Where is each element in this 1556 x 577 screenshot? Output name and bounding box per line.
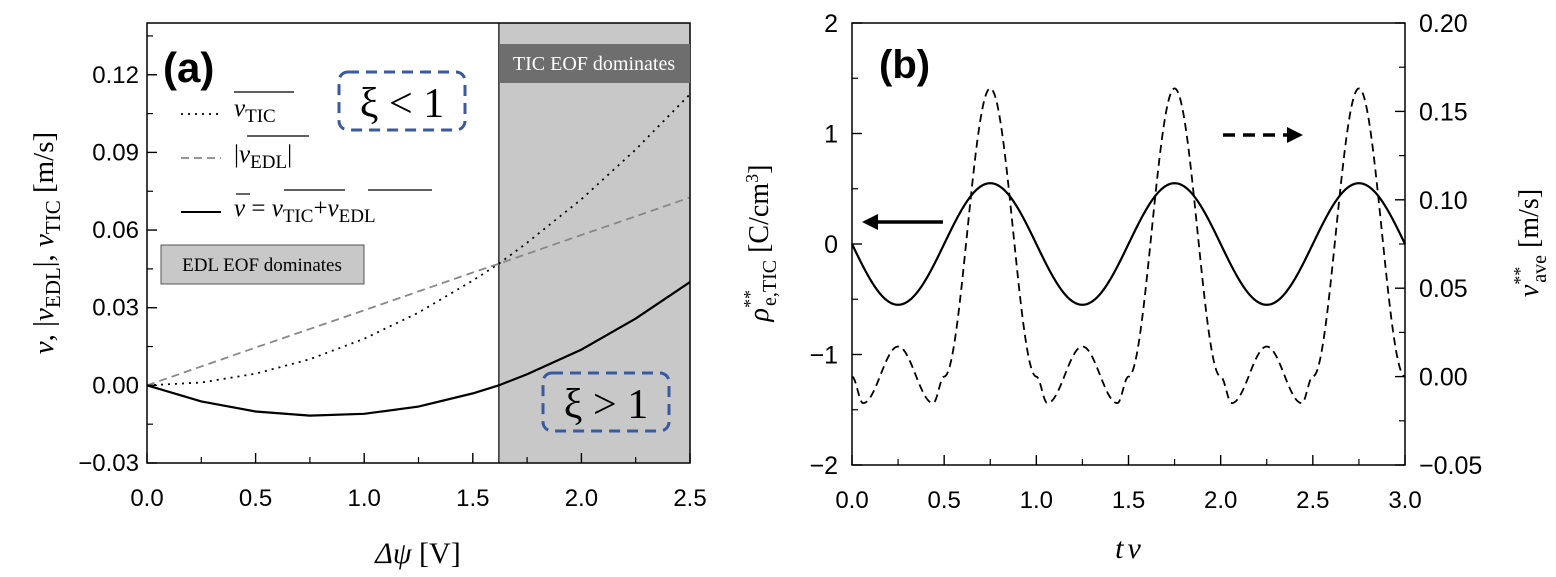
legend-label-vtotal: v = vTIC+vEDL xyxy=(234,195,376,227)
x-tick-label: 0.5 xyxy=(239,485,272,512)
x-tick-label: 2.5 xyxy=(673,485,706,512)
x-tick-label: 0.0 xyxy=(130,485,163,512)
right-tick-label: 0.10 xyxy=(1419,187,1468,215)
arrow-left-head xyxy=(862,214,878,230)
arrow-right-head xyxy=(1287,127,1303,143)
x-tick-label: 1.5 xyxy=(456,485,489,512)
y-tick-label: 0.09 xyxy=(92,139,139,166)
right-tick-label: 0.00 xyxy=(1419,364,1468,392)
panel-a-x-label: Δψ [V] xyxy=(374,537,460,570)
y-tick-label: 0.06 xyxy=(92,217,139,244)
y-tick-label: 0.03 xyxy=(92,295,139,322)
left-tick-label: −2 xyxy=(809,452,838,480)
y-tick-label: 0.00 xyxy=(92,372,139,399)
panel-a-y-label: v, |vEDL|, vTIC [m/s] xyxy=(28,132,65,354)
tic-label-box xyxy=(499,44,690,83)
left-tick-label: −1 xyxy=(809,342,838,370)
xi-greater-text: ξ > 1 xyxy=(564,382,648,428)
legend-label-vtic: vTIC xyxy=(234,95,276,127)
tic-label-text: TIC EOF dominates xyxy=(513,53,675,75)
x-tick-label: 2.0 xyxy=(565,485,598,512)
svg-text:v, |vEDL|, vTIC [m/s]: v, |vEDL|, vTIC [m/s] xyxy=(28,132,65,354)
svg-text:ρ**e,TIC [C/cm3]: ρ**e,TIC [C/cm3] xyxy=(740,165,781,323)
panel-a-curves xyxy=(146,93,691,417)
y-tick-label: 0.12 xyxy=(92,62,139,89)
x-tick-label: 1.0 xyxy=(348,485,381,512)
panel-b-right-y-label: v**ave [m/s] xyxy=(1510,189,1551,297)
x-tick-label: 3.0 xyxy=(1388,487,1421,514)
xi-greater-box xyxy=(541,371,671,433)
panel-a-series-2 xyxy=(146,281,691,417)
x-tick-label: 2.5 xyxy=(1296,487,1329,514)
panel-a: 0.0 0.5 1.0 1.5 2.0 2.5 −0.03 0.00 0.03 0.06 0.09… xyxy=(28,22,707,570)
panel-a-series-1 xyxy=(146,196,691,387)
panel-a-label: (a) xyxy=(163,44,214,91)
x-tick-label: 0.5 xyxy=(927,487,960,514)
left-tick-label: 2 xyxy=(824,10,838,38)
x-tick-label: 2.0 xyxy=(1204,487,1237,514)
svg-text:v**ave [m/s]: v**ave [m/s] xyxy=(1510,189,1551,297)
edl-label-box xyxy=(160,244,365,285)
panel-b-left-y-label: ρ**e,TIC [C/cm3] xyxy=(740,165,781,323)
panel-a-x-ticks: 0.0 0.5 1.0 1.5 2.0 2.5 xyxy=(130,453,707,512)
right-tick-label: −0.05 xyxy=(1419,452,1482,480)
y-tick-label: −0.03 xyxy=(78,450,139,477)
panel-b-label: (b) xyxy=(879,43,930,87)
x-tick-label: 1.5 xyxy=(1112,487,1145,514)
xi-less-text: ξ < 1 xyxy=(360,81,444,127)
xi-less-box xyxy=(337,70,467,132)
x-tick-label: 1.0 xyxy=(1020,487,1053,514)
right-tick-label: 0.20 xyxy=(1419,10,1468,38)
panel-b-left-y-ticks: −2 −1 0 1 2 xyxy=(809,10,862,480)
panel-a-series-0 xyxy=(146,93,691,387)
right-tick-label: 0.05 xyxy=(1419,275,1468,303)
edl-label-text: EDL EOF dominates xyxy=(182,255,342,276)
panel-b: 0.0 0.5 1.0 1.5 2.0 2.5 3.0 −2 −1 0 1 2 −0.05 0.00 0… xyxy=(740,10,1551,565)
right-tick-label: 0.15 xyxy=(1419,98,1468,126)
panel-a-y-ticks: −0.03 0.00 0.03 0.06 0.09 0.12 xyxy=(78,35,157,477)
legend-label-vedl: |vEDL| xyxy=(234,141,292,173)
panel-b-right-y-ticks: −0.05 0.00 0.05 0.10 0.15 0.20 xyxy=(1395,10,1482,480)
left-tick-label: 1 xyxy=(824,121,838,149)
vave-series xyxy=(851,87,1406,405)
rho-series xyxy=(851,182,1406,306)
left-tick-label: 0 xyxy=(824,231,838,259)
x-tick-label: 0.0 xyxy=(835,487,868,514)
tic-dominates-region xyxy=(498,23,690,463)
panel-b-x-ticks: 0.0 0.5 1.0 1.5 2.0 2.5 3.0 xyxy=(835,455,1422,514)
panel-b-curves xyxy=(851,87,1406,405)
